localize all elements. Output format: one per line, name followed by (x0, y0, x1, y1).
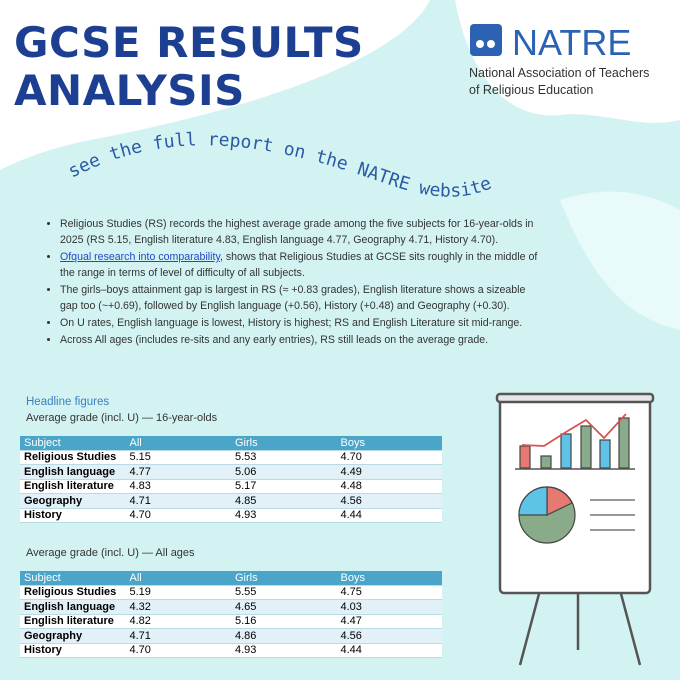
column-header: Girls (231, 571, 337, 586)
bullet-text: , shows that Religious Studies at GCSE s… (60, 251, 538, 279)
table-cell: Geography (20, 493, 126, 509)
bullet-text: The girls–boys attainment gap is largest… (60, 284, 526, 312)
column-header: Boys (336, 436, 442, 451)
table-cell: 4.49 (336, 464, 442, 480)
table-cell: 4.44 (336, 508, 442, 523)
table-cell: 4.93 (231, 643, 337, 658)
table-cell: 4.47 (336, 614, 442, 629)
column-header: All (125, 436, 231, 451)
table-row: Geography 4.71 4.86 4.56 (20, 628, 442, 644)
bullet-text: Religious Studies (RS) records the highe… (60, 218, 534, 246)
banner-text: see the full report on the NATRE website (65, 129, 495, 202)
table-cell: 5.17 (231, 479, 337, 494)
table-cell: English literature (20, 479, 126, 494)
data-table: Subject All Girls Boys Religious Studies 5.19… (20, 571, 442, 658)
column-header: Subject (20, 436, 126, 451)
column-header: All (125, 571, 231, 586)
table-cell: 4.56 (336, 628, 442, 644)
table-row: English language 4.32 4.65 4.03 (20, 599, 442, 615)
table-cell: 4.32 (125, 599, 231, 615)
table-row: English literature 4.83 5.17 4.48 (20, 479, 442, 494)
link[interactable]: Ofqual research into comparability (60, 251, 220, 263)
table-cell: 4.83 (125, 479, 231, 494)
bullet-item: Religious Studies (RS) records the highe… (60, 216, 540, 248)
table-cell: 4.71 (125, 628, 231, 644)
header-row: Subject All Girls Boys (20, 571, 442, 586)
table-caption: Average grade (incl. U) — All ages (26, 547, 195, 559)
table-cell: 5.19 (125, 585, 231, 600)
column-header: Girls (231, 436, 337, 451)
table-row: Religious Studies 5.19 5.55 4.75 (20, 585, 442, 600)
table-cell: 5.15 (125, 450, 231, 465)
table-cell: 5.55 (231, 585, 337, 600)
table-cell: History (20, 643, 126, 658)
org-name: of Religious Education (469, 83, 594, 97)
table-cell: 4.75 (336, 585, 442, 600)
table-row: Geography 4.71 4.85 4.56 (20, 493, 442, 509)
table-cell: 4.85 (231, 493, 337, 509)
table-cell: 4.03 (336, 599, 442, 615)
header-row: Subject All Girls Boys (20, 436, 442, 451)
table-row: English language 4.77 5.06 4.49 (20, 464, 442, 480)
table-cell: 4.77 (125, 464, 231, 480)
title-line: GCSE RESULTS (14, 18, 364, 67)
table-cell: 4.82 (125, 614, 231, 629)
org-name: National Association of Teachers (469, 66, 650, 80)
title-line: ANALYSIS (14, 66, 245, 115)
table-row: History 4.70 4.93 4.44 (20, 508, 442, 523)
table-cell: 4.93 (231, 508, 337, 523)
logo-text: NATRE (512, 22, 632, 63)
table-cell: 5.53 (231, 450, 337, 465)
table-cell: 4.70 (125, 643, 231, 658)
table-row: Religious Studies 5.15 5.53 4.70 (20, 450, 442, 465)
bullet-list: Religious Studies (RS) records the highe… (40, 216, 540, 349)
table-cell: 4.65 (231, 599, 337, 615)
table-cell: 4.48 (336, 479, 442, 494)
table-cell: 4.70 (125, 508, 231, 523)
table-cell: English language (20, 464, 126, 480)
table-cell: History (20, 508, 126, 523)
banner: see the full report on the NATRE website (65, 129, 495, 202)
table-cell: 4.56 (336, 493, 442, 509)
column-header: Subject (20, 571, 126, 586)
table-cell: 4.71 (125, 493, 231, 509)
bullet-text: On U rates, English language is lowest, … (60, 317, 523, 329)
table-cell: 4.70 (336, 450, 442, 465)
table-cell: Religious Studies (20, 450, 126, 465)
table-cell: 5.16 (231, 614, 337, 629)
table-cell: Religious Studies (20, 585, 126, 600)
table-row: English literature 4.82 5.16 4.47 (20, 614, 442, 629)
data-table: Subject All Girls Boys Religious Studies 5.15… (20, 436, 442, 523)
section-heading: Headline figures (26, 396, 110, 408)
column-header: Boys (336, 571, 442, 586)
bullet-item: On U rates, English language is lowest, … (60, 315, 540, 331)
table-cell: 4.44 (336, 643, 442, 658)
bullet-text: Across All ages (includes re-sits and an… (60, 334, 489, 346)
bullet-item: Across All ages (includes re-sits and an… (60, 332, 540, 348)
easel-illustration (495, 392, 655, 666)
table-cell: Geography (20, 628, 126, 644)
bullet-item: Ofqual research into comparability, show… (60, 249, 540, 281)
table-row: History 4.70 4.93 4.44 (20, 643, 442, 658)
table-cell: English language (20, 599, 126, 615)
bullet-item: The girls–boys attainment gap is largest… (60, 282, 540, 314)
table-cell: 5.06 (231, 464, 337, 480)
table-cell: English literature (20, 614, 126, 629)
table-cell: 4.86 (231, 628, 337, 644)
table-caption: Average grade (incl. U) — 16-year-olds (26, 412, 218, 424)
